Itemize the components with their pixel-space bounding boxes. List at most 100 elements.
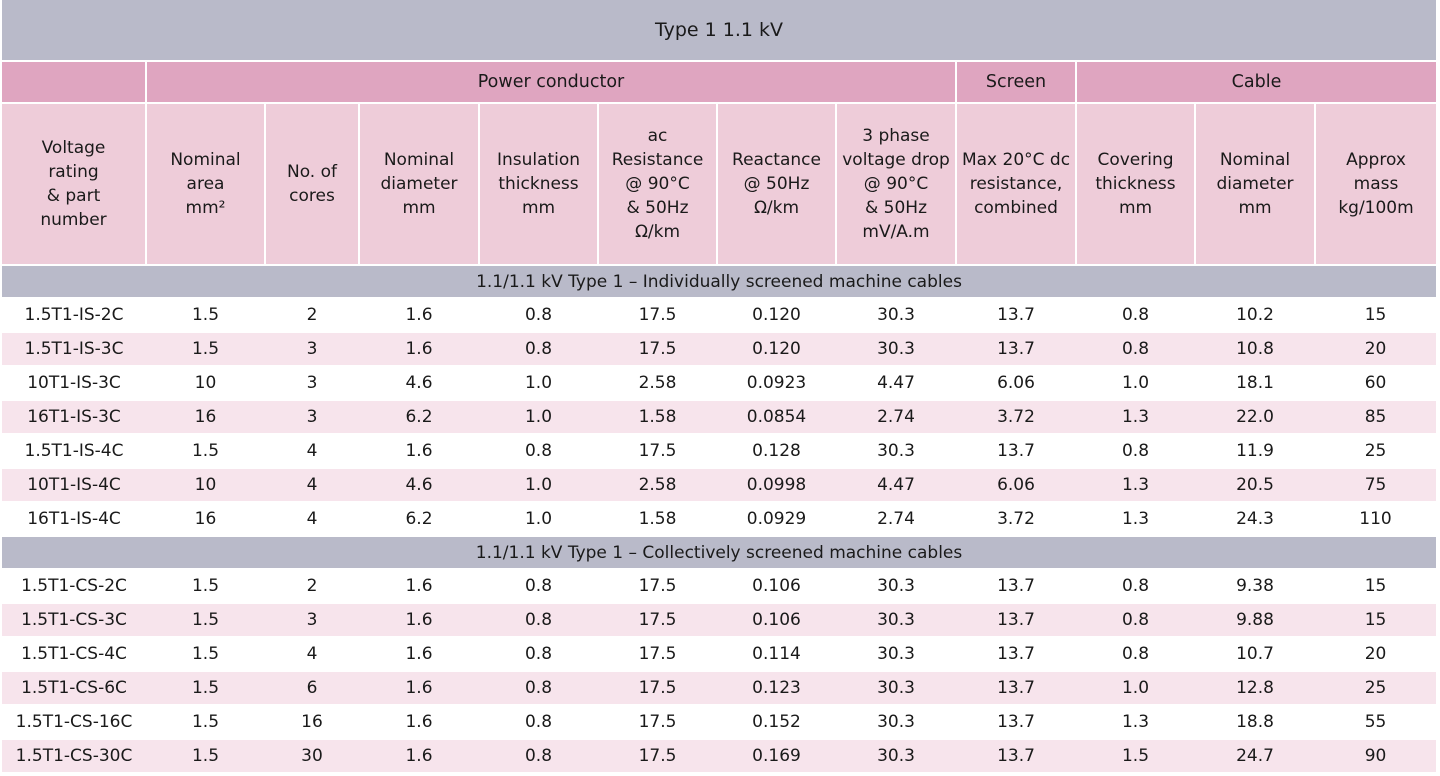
table-cell: 20 bbox=[1315, 637, 1437, 672]
table-row: 1.5T1-CS-3C 1.5 3 1.6 0.8 17.5 0.106 30.3 13.7 0.… bbox=[2, 603, 1437, 638]
table-cell: 1.3 bbox=[1076, 705, 1195, 740]
table-cell: 2.74 bbox=[836, 502, 956, 537]
table-cell: 1.6 bbox=[359, 569, 479, 604]
table-cell: 0.152 bbox=[717, 705, 836, 740]
table-cell: 1.5 bbox=[146, 705, 265, 740]
table-cell: 20 bbox=[1315, 332, 1437, 367]
table-cell: 0.0998 bbox=[717, 468, 836, 503]
table-cell: 0.8 bbox=[1076, 434, 1195, 469]
table-cell: 55 bbox=[1315, 705, 1437, 740]
column-header-approx-mass: Approx mass kg/100m bbox=[1315, 103, 1437, 266]
table-cell: 1.0 bbox=[1076, 671, 1195, 706]
column-header-line: Nominal bbox=[383, 150, 455, 170]
table-cell: 90 bbox=[1315, 739, 1437, 774]
table-cell: 17.5 bbox=[598, 739, 717, 774]
part-number-cell: 1.5T1-IS-3C bbox=[2, 332, 146, 367]
column-header-line: resistance, bbox=[969, 174, 1063, 194]
part-number-cell: 16T1-IS-4C bbox=[2, 502, 146, 537]
column-header-nominal-diameter: Nominal diameter mm bbox=[359, 103, 480, 266]
table-cell: 17.5 bbox=[598, 705, 717, 740]
column-header-line: ac bbox=[647, 126, 668, 146]
table-cell: 24.7 bbox=[1195, 739, 1315, 774]
table-cell: 13.7 bbox=[956, 569, 1076, 604]
part-number-cell: 1.5T1-CS-2C bbox=[2, 569, 146, 604]
table-cell: 0.120 bbox=[717, 332, 836, 367]
table-cell: 1.58 bbox=[598, 502, 717, 537]
table-cell: 1.5 bbox=[146, 739, 265, 774]
part-number-cell: 1.5T1-CS-30C bbox=[2, 739, 146, 774]
table-cell: 0.120 bbox=[717, 298, 836, 333]
column-header-max-dc-resistance: Max 20°C dc resistance, combined bbox=[956, 103, 1077, 266]
table-cell: 4 bbox=[265, 502, 359, 537]
table-cell: 6.06 bbox=[956, 366, 1076, 401]
table-cell: 0.8 bbox=[479, 739, 598, 774]
table-cell: 3 bbox=[265, 332, 359, 367]
column-header-line: mm bbox=[521, 198, 556, 218]
table-cell: 4 bbox=[265, 637, 359, 672]
table-cell: 1.0 bbox=[479, 502, 598, 537]
table-cell: 1.0 bbox=[479, 400, 598, 435]
table-cell: 13.7 bbox=[956, 603, 1076, 638]
column-header-line: No. of bbox=[286, 162, 337, 182]
column-header-line: mm bbox=[1118, 198, 1153, 218]
column-header-line: Voltage bbox=[41, 138, 106, 158]
table-cell: 110 bbox=[1315, 502, 1437, 537]
column-header-line: area bbox=[186, 174, 225, 194]
table-cell: 10 bbox=[146, 366, 265, 401]
column-header-line: number bbox=[40, 210, 107, 230]
table-row: 1.5T1-CS-6C 1.5 6 1.6 0.8 17.5 0.123 30.3 13.7 1.… bbox=[2, 671, 1437, 706]
column-header-line: Reactance bbox=[732, 150, 821, 170]
table-cell: 13.7 bbox=[956, 705, 1076, 740]
table-cell: 1.6 bbox=[359, 298, 479, 333]
table-cell: 30.3 bbox=[836, 332, 956, 367]
table-cell: 0.8 bbox=[479, 671, 598, 706]
table-row: 16T1-IS-4C 16 4 6.2 1.0 1.58 0.0929 2.74 3.72 1.3… bbox=[2, 502, 1437, 537]
column-header-covering-thickness: Covering thickness mm bbox=[1076, 103, 1196, 266]
column-header-line: @ 90°C bbox=[625, 174, 690, 194]
table-cell: 4.47 bbox=[836, 366, 956, 401]
column-header-line: @ 90°C bbox=[863, 174, 929, 194]
part-number-cell: 16T1-IS-3C bbox=[2, 400, 146, 435]
table-row: 1.5T1-IS-3C 1.5 3 1.6 0.8 17.5 0.120 30.3 13.7 0.… bbox=[2, 332, 1437, 367]
section-header-row: 1.1/1.1 kV Type 1 – Collectively screene… bbox=[2, 536, 1437, 570]
column-header-line: diameter bbox=[380, 174, 458, 194]
table-cell: 12.8 bbox=[1195, 671, 1315, 706]
table-cell: 3 bbox=[265, 603, 359, 638]
column-header-line: diameter bbox=[1216, 174, 1294, 194]
column-header-line: mm² bbox=[185, 198, 226, 218]
table-row: 10T1-IS-4C 10 4 4.6 1.0 2.58 0.0998 4.47 6.06 1.3… bbox=[2, 468, 1437, 503]
table-cell: 16 bbox=[265, 705, 359, 740]
column-header-line: mm bbox=[1238, 198, 1272, 218]
table-cell: 3.72 bbox=[956, 400, 1076, 435]
table-cell: 0.0854 bbox=[717, 400, 836, 435]
table-cell: 6.2 bbox=[359, 502, 479, 537]
column-header-line: Nominal bbox=[170, 150, 241, 170]
table-cell: 17.5 bbox=[598, 603, 717, 638]
table-row: 16T1-IS-3C 16 3 6.2 1.0 1.58 0.0854 2.74 3.72 1.3… bbox=[2, 400, 1437, 435]
column-header-line: thickness bbox=[1095, 174, 1176, 194]
column-header-line: & 50Hz bbox=[865, 198, 927, 218]
table-cell: 30.3 bbox=[836, 569, 956, 604]
table-cell: 1.3 bbox=[1076, 502, 1195, 537]
table-cell: 15 bbox=[1315, 298, 1437, 333]
table-cell: 3 bbox=[265, 366, 359, 401]
table-cell: 17.5 bbox=[598, 434, 717, 469]
table-cell: 17.5 bbox=[598, 332, 717, 367]
table-cell: 2.74 bbox=[836, 400, 956, 435]
table-cell: 30.3 bbox=[836, 434, 956, 469]
table-row: 1.5T1-CS-30C 1.5 30 1.6 0.8 17.5 0.169 30.3 13.7… bbox=[2, 739, 1437, 774]
table-cell: 30.3 bbox=[836, 298, 956, 333]
group-header-power-conductor: Power conductor bbox=[146, 61, 957, 104]
group-header-row: Power conductor Screen Cable bbox=[2, 61, 1437, 104]
table-cell: 22.0 bbox=[1195, 400, 1315, 435]
table-cell: 4.47 bbox=[836, 468, 956, 503]
group-header-screen: Screen bbox=[956, 61, 1077, 104]
column-header-voltage-drop: 3 phase voltage drop @ 90°C & 50Hz mV/A.m bbox=[836, 103, 957, 266]
column-header-line: kg/100m bbox=[1338, 198, 1414, 218]
table-cell: 10.2 bbox=[1195, 298, 1315, 333]
column-header-cable-nominal-diameter: Nominal diameter mm bbox=[1195, 103, 1316, 266]
table-cell: 10.7 bbox=[1195, 637, 1315, 672]
table-cell: 13.7 bbox=[956, 434, 1076, 469]
column-header-line: @ 50Hz bbox=[743, 174, 810, 194]
column-header-row: Voltage rating & part number Nominal area mm² N… bbox=[2, 103, 1437, 266]
